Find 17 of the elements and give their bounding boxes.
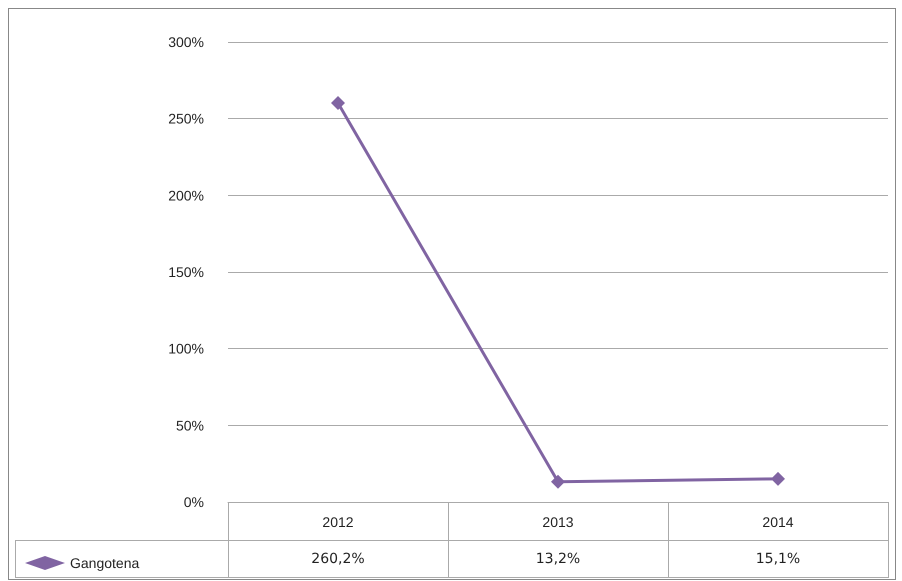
data-label: 260,2% <box>310 550 366 569</box>
legend-label: Gangotena <box>70 555 140 571</box>
y-tick-label: 300% <box>168 34 204 50</box>
x-tick-label: 2014 <box>762 514 794 530</box>
point <box>771 472 785 486</box>
x-tick-label: 2012 <box>322 514 354 530</box>
data-label: 13,2% <box>534 550 582 569</box>
y-tick-label: 200% <box>168 187 204 204</box>
y-tick-label: 50% <box>176 417 204 434</box>
data-label: 15,1% <box>754 550 802 569</box>
y-tick-label: 250% <box>168 110 204 127</box>
y-tick-label: 100% <box>168 340 204 357</box>
point <box>331 96 345 110</box>
x-tick-label: 2013 <box>542 514 574 530</box>
y-tick-label: 0% <box>184 494 204 510</box>
point <box>551 474 565 489</box>
y-tick-label: 150% <box>168 264 204 280</box>
